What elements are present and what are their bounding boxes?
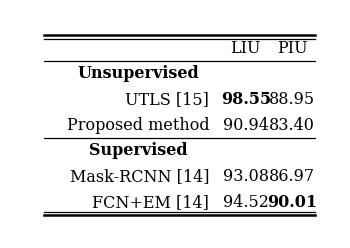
Text: Unsupervised: Unsupervised [78, 65, 200, 82]
Text: PIU: PIU [276, 40, 307, 57]
Text: Supervised: Supervised [89, 142, 188, 159]
Text: 93.08: 93.08 [223, 168, 269, 185]
Text: 88.95: 88.95 [269, 91, 315, 108]
Text: UTLS [15]: UTLS [15] [125, 91, 209, 108]
Text: 90.01: 90.01 [267, 194, 317, 211]
Text: 86.97: 86.97 [269, 168, 315, 185]
Text: 83.40: 83.40 [269, 117, 315, 134]
Text: 94.52: 94.52 [223, 194, 269, 211]
Text: LIU: LIU [231, 40, 261, 57]
Text: 98.55: 98.55 [221, 91, 271, 108]
Text: Mask-RCNN [14]: Mask-RCNN [14] [70, 168, 209, 185]
Text: FCN+EM [14]: FCN+EM [14] [92, 194, 209, 211]
Text: Proposed method: Proposed method [66, 117, 209, 134]
Text: 90.94: 90.94 [223, 117, 269, 134]
